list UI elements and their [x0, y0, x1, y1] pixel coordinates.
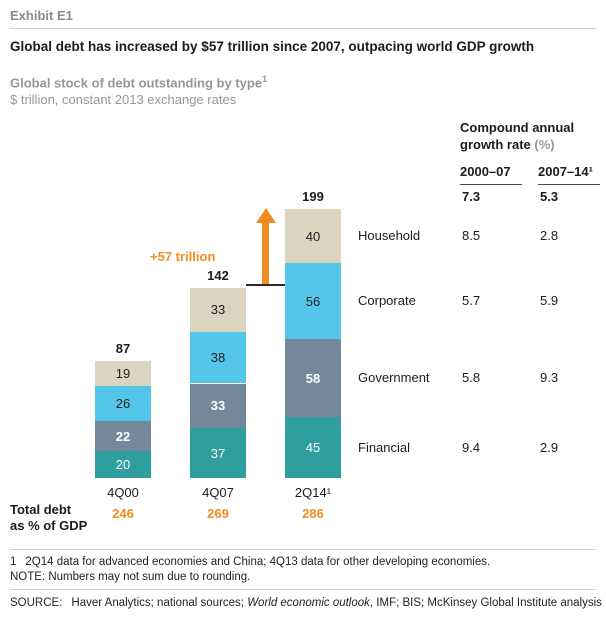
growth-government-2007-14: 9.3 — [540, 370, 559, 385]
unit-note: $ trillion, constant 2013 exchange rates — [10, 92, 237, 107]
bar-segment-2q14-financial: 45 — [285, 417, 341, 478]
bar-value: 58 — [305, 370, 321, 386]
reference-line — [246, 284, 286, 286]
increase-arrow-head — [256, 208, 276, 223]
bar-segment-4q00-financial: 20 — [95, 451, 151, 478]
growth-corporate-2007-14: 5.9 — [540, 293, 559, 308]
bar-value: 33 — [210, 302, 226, 318]
gdp-value-4q07: 269 — [207, 506, 229, 521]
growth-table-title-unit: (%) — [534, 137, 555, 152]
footnote-note: NOTE: Numbers may not sum due to roundin… — [10, 571, 251, 583]
gdp-label-line2: as % of GDP — [10, 518, 88, 533]
bar-value: 37 — [210, 445, 226, 461]
bar-value: 40 — [305, 228, 321, 244]
footnote-divider — [10, 549, 596, 550]
axis-label-4q07: 4Q07 — [202, 485, 234, 500]
footnote-1: 1 2Q14 data for advanced economies and Ch… — [10, 556, 490, 568]
gdp-row-label: Total debt as % of GDP — [10, 502, 87, 534]
bar-value: 56 — [305, 293, 321, 309]
bar-value: 22 — [115, 428, 131, 444]
bar-segment-2q14-corporate: 56 — [285, 263, 341, 339]
bar-segment-2q14-household: 40 — [285, 209, 341, 264]
bar-total-4q07: 142 — [207, 267, 229, 283]
bar-total-2q14: 199 — [302, 189, 324, 205]
source-line: SOURCE: Haver Analytics; national sources… — [10, 597, 602, 609]
growth-column-header-2007-14: 2007–14¹ — [538, 164, 600, 185]
footnote-1-text: 2Q14 data for advanced economies and Chi… — [25, 556, 491, 568]
source-divider — [10, 589, 596, 590]
bar-segment-4q07-corporate: 38 — [190, 332, 246, 384]
bar-total-4q00: 87 — [115, 340, 131, 356]
growth-corporate-2000-07: 5.7 — [462, 293, 481, 308]
source-prefix: SOURCE: — [10, 597, 63, 609]
bar-segment-4q00-household: 19 — [95, 360, 151, 387]
bar-value: 38 — [210, 350, 226, 366]
bar-value: 45 — [305, 440, 321, 456]
axis-label-2q14: 2Q14¹ — [294, 485, 332, 500]
exhibit-label: Exhibit E1 — [10, 8, 73, 23]
source-text-1: Haver Analytics; national sources; — [71, 597, 248, 609]
gdp-label-line1: Total debt — [10, 502, 72, 517]
top-divider — [10, 28, 596, 29]
bar-segment-4q07-financial: 37 — [190, 428, 246, 478]
growth-government-2000-07: 5.8 — [462, 370, 481, 385]
increase-arrow — [262, 222, 269, 284]
bar-value: 20 — [115, 457, 131, 472]
growth-financial-2007-14: 2.9 — [540, 440, 559, 455]
bar-segment-2q14-government: 58 — [285, 338, 341, 418]
growth-total-2000-07: 7.3 — [462, 189, 481, 204]
growth-household-2007-14: 2.8 — [540, 228, 559, 243]
source-text-2: , IMF; BIS; McKinsey Global Institute an… — [369, 597, 602, 609]
axis-label-4q00: 4Q00 — [107, 485, 139, 500]
growth-column-header-2000-07: 2000–07 — [460, 164, 522, 185]
footnote-1-marker: 1 — [10, 556, 17, 568]
subtitle-footnote-marker: 1 — [262, 74, 268, 84]
delta-annotation: +57 trillion — [150, 249, 216, 264]
bar-segment-4q07-household: 33 — [190, 287, 246, 333]
category-label-corporate: Corporate — [358, 293, 416, 308]
growth-total-2007-14: 5.3 — [540, 189, 559, 204]
bar-segment-4q07-government: 33 — [190, 383, 246, 429]
bar-value: 19 — [115, 365, 131, 381]
growth-table-title-main: Compound annual growth rate — [460, 120, 575, 152]
bar-value: 26 — [115, 396, 131, 412]
bar-segment-4q00-government: 22 — [95, 421, 151, 451]
gdp-value-2q14: 286 — [302, 506, 324, 521]
growth-table-title: Compound annual growth rate (%) — [460, 119, 602, 153]
gdp-value-4q00: 246 — [112, 506, 134, 521]
growth-financial-2000-07: 9.4 — [462, 440, 481, 455]
growth-household-2000-07: 8.5 — [462, 228, 481, 243]
category-label-government: Government — [358, 370, 430, 385]
bar-value: 33 — [210, 398, 226, 414]
bar-segment-4q00-corporate: 26 — [95, 386, 151, 422]
category-label-financial: Financial — [358, 440, 411, 455]
chart-subtitle: Global stock of debt outstanding by type… — [10, 74, 267, 90]
category-label-household: Household — [358, 228, 421, 243]
chart-subtitle-text: Global stock of debt outstanding by type — [10, 75, 263, 91]
source-italic-title: World economic outlook — [247, 597, 370, 609]
page-title: Global debt has increased by $57 trillio… — [10, 39, 535, 54]
